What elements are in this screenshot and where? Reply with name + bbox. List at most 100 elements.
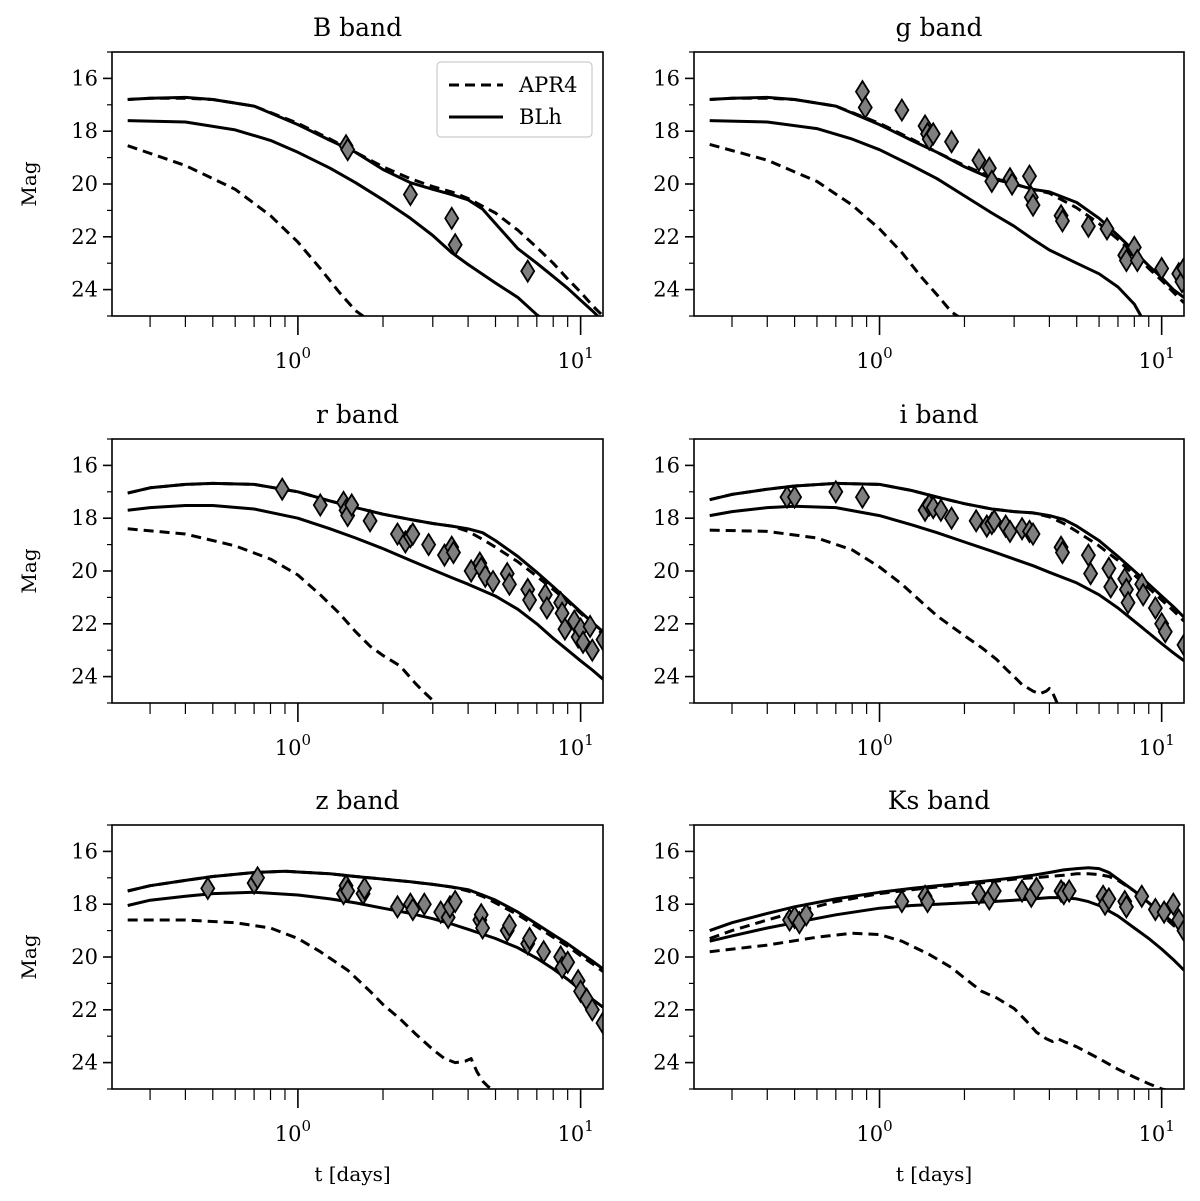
data-point <box>389 521 406 547</box>
data-point <box>416 891 432 917</box>
y-tick-label: 16 <box>653 839 680 863</box>
apr4-curve <box>127 918 495 1089</box>
apr4-curve <box>709 96 1184 304</box>
y-tick-label: 18 <box>71 892 98 916</box>
data-point <box>421 532 437 557</box>
x-tick-label: 100 <box>856 731 892 760</box>
y-tick-label: 16 <box>653 66 680 90</box>
panel-title: g band <box>896 13 983 42</box>
data-point <box>971 148 987 173</box>
x-tick-label: 101 <box>557 731 593 760</box>
y-tick-label: 22 <box>653 998 680 1022</box>
y-tick-label: 24 <box>653 665 680 689</box>
data-point <box>1154 256 1170 281</box>
data-point <box>1021 163 1038 189</box>
x-tick-base: 10 <box>557 736 584 760</box>
blh-curve <box>709 481 1184 619</box>
data-point <box>200 876 216 901</box>
x-tick-exponent: 1 <box>584 731 594 749</box>
data-point <box>920 889 936 914</box>
data-point <box>1147 595 1163 621</box>
x-tick-base: 10 <box>1139 349 1166 373</box>
data-point <box>405 897 421 922</box>
data-point <box>894 97 910 123</box>
x-tick-base: 10 <box>275 736 302 760</box>
y-tick-label: 20 <box>653 172 680 196</box>
data-point <box>340 137 356 162</box>
y-tick-label: 18 <box>71 119 98 143</box>
x-tick-label: 100 <box>275 731 311 760</box>
data-point <box>1061 878 1077 904</box>
blh-curve <box>127 504 603 681</box>
panel-title: Ks band <box>888 786 990 815</box>
y-tick-label: 24 <box>653 278 680 302</box>
y-tick-label: 18 <box>653 119 680 143</box>
data-point <box>1176 256 1184 281</box>
data-point <box>522 587 538 613</box>
data-point <box>1002 519 1018 544</box>
panel-title: r band <box>316 400 399 429</box>
data-point <box>584 997 600 1023</box>
plot-area <box>709 866 1184 1089</box>
x-tick-exponent: 0 <box>883 1117 893 1135</box>
data-point <box>1157 619 1173 644</box>
y-axis-label: Mag <box>17 934 41 979</box>
plot-area <box>127 95 603 316</box>
data-point <box>582 614 598 639</box>
data-point <box>828 479 844 505</box>
plot-area <box>127 476 603 703</box>
y-tick-label: 24 <box>71 278 98 302</box>
data-point <box>798 902 814 927</box>
apr4-curve <box>127 144 366 316</box>
plot-area <box>709 79 1184 316</box>
x-tick-label: 101 <box>1139 344 1175 373</box>
data-point <box>557 616 573 642</box>
data-point <box>943 129 960 154</box>
x-tick-base: 10 <box>856 736 883 760</box>
apr4-curve <box>127 527 438 703</box>
data-point <box>485 569 501 594</box>
data-point <box>501 571 517 597</box>
panel-title: B band <box>313 13 402 42</box>
data-point <box>925 121 941 147</box>
blh-curve <box>127 95 600 316</box>
legend-label: APR4 <box>518 73 577 97</box>
legend-label: BLh <box>519 105 562 129</box>
data-point <box>1165 891 1181 917</box>
blh-curve <box>709 95 1184 299</box>
data-point <box>477 564 493 589</box>
data-point <box>1120 590 1136 615</box>
y-tick-label: 20 <box>71 945 98 969</box>
x-tick-label: 101 <box>1139 1117 1175 1146</box>
x-tick-base: 10 <box>856 349 883 373</box>
x-tick-base: 10 <box>557 1122 584 1146</box>
data-point <box>1118 894 1134 920</box>
plot-area <box>127 865 603 1089</box>
data-point <box>539 595 555 621</box>
y-tick-label: 16 <box>71 66 98 90</box>
data-point <box>447 232 463 257</box>
x-tick-label: 100 <box>856 344 892 373</box>
y-tick-label: 18 <box>71 506 98 530</box>
data-point <box>584 637 600 663</box>
x-tick-exponent: 0 <box>883 731 893 749</box>
x-tick-label: 101 <box>557 1117 593 1146</box>
blh-curve <box>127 119 542 316</box>
data-point <box>1135 582 1151 607</box>
x-tick-label: 101 <box>557 344 593 373</box>
data-point <box>1083 561 1099 586</box>
data-point <box>1054 540 1071 565</box>
data-point <box>475 915 491 941</box>
data-point <box>1080 214 1096 239</box>
data-point <box>444 206 460 231</box>
y-tick-label: 18 <box>653 506 680 530</box>
data-point <box>1025 521 1041 547</box>
data-point <box>1099 216 1115 242</box>
data-point <box>274 476 290 502</box>
data-point <box>854 484 871 510</box>
data-point <box>1028 876 1045 901</box>
x-tick-exponent: 0 <box>301 344 311 362</box>
